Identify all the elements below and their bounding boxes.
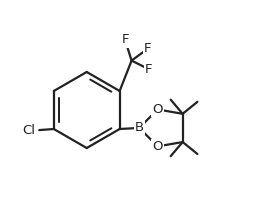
Text: B: B: [135, 121, 144, 134]
Text: F: F: [144, 42, 152, 55]
Text: O: O: [152, 140, 163, 153]
Text: F: F: [121, 33, 129, 46]
Text: Cl: Cl: [22, 124, 35, 137]
Text: F: F: [145, 63, 153, 76]
Text: O: O: [152, 103, 163, 116]
